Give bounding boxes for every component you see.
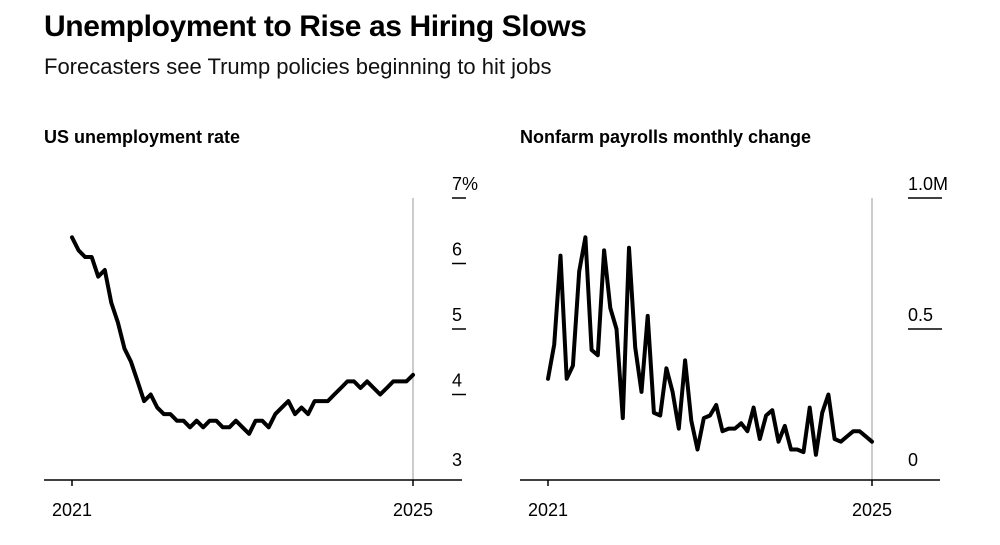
x-tick-label: 2025	[852, 500, 892, 520]
y-tick-label: 1.0M	[908, 174, 948, 194]
chart-title: US unemployment rate	[44, 127, 240, 147]
series-line	[546, 235, 874, 457]
y-tick-label: 5	[452, 305, 462, 325]
page-subtitle: Forecasters see Trump policies beginning…	[44, 54, 552, 79]
series-line	[70, 235, 415, 436]
x-tick-label: 2021	[528, 500, 568, 520]
y-tick-label: 7%	[452, 174, 478, 194]
x-tick-label: 2021	[52, 500, 92, 520]
y-tick-label: 3	[452, 450, 462, 470]
y-tick-label: 6	[452, 240, 462, 260]
y-tick-label: 4	[452, 371, 462, 391]
y-tick-label: 0.5	[908, 305, 933, 325]
chart-title: Nonfarm payrolls monthly change	[520, 127, 811, 147]
page-title: Unemployment to Rise as Hiring Slows	[44, 10, 587, 43]
payrolls-chart: Nonfarm payrolls monthly change 1.0M 0.5 0…	[520, 127, 948, 520]
x-tick-label: 2025	[393, 500, 433, 520]
y-tick-label: 0	[908, 450, 918, 470]
unemployment-chart: US unemployment rate 7% 6 5 4 3 2021 2025	[44, 127, 478, 520]
